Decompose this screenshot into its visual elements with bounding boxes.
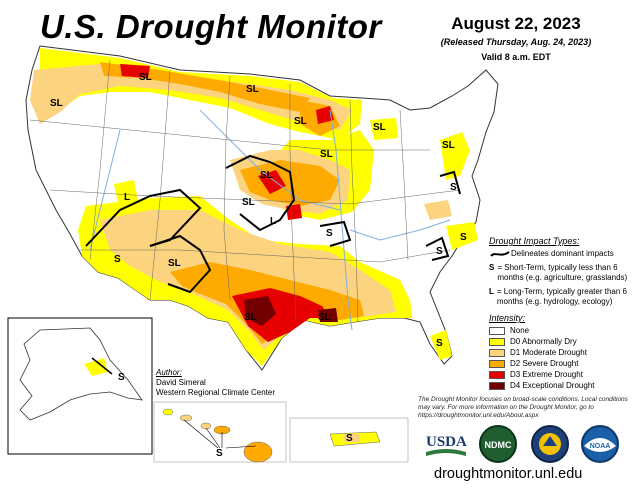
impact-short-term-row: S = Short-Term, typically less than 6 mo… [489,263,639,283]
label-sl-nm: SL [168,258,181,269]
legend-row-d2: D2 Severe Drought [489,358,639,369]
label-s-mo: S [326,228,333,239]
rivers [89,109,451,331]
impact-long-term-row: L = Long-Term, typically greater than 6 … [489,287,639,307]
label-s-puerto-rico: S [346,433,353,444]
noaa-logo: NOAA [581,425,619,463]
intensity-legend: Intensity: None D0 Abnormally Dry D1 Mod… [489,313,639,391]
state-lines [29,59,461,323]
author-block: Author: David Simeral Western Regional C… [156,368,275,398]
label-sl-ks: SL [242,197,255,208]
hawaii-islands [162,408,273,463]
label-s-nc: S [436,246,443,257]
svg-text:USDA: USDA [426,434,467,450]
alaska-impact-line [91,357,113,375]
legend-row-d1: D1 Moderate Drought [489,347,639,358]
impact-long-term-text: = Long-Term, typically greater than 6 mo… [496,287,627,306]
label-l-ok: L [270,216,276,227]
label-sl-ia: SL [320,149,333,160]
label-s-pa: S [450,182,457,193]
release-note: (Released Thursday, Aug. 24, 2023) [440,37,592,47]
label-s-hawaii: S [216,448,223,459]
legend-row-none: None [489,325,639,336]
puerto-rico-d1 [344,434,360,442]
disclaimer-text: The Drought Monitor focuses on broad-sca… [418,396,628,419]
date-block: August 22, 2023 (Released Thursday, Aug.… [418,14,614,62]
label-s-alaska: S [118,372,125,383]
svg-text:NOAA: NOAA [590,443,611,450]
author-org: Western Regional Climate Center [156,388,276,397]
commerce-seal-logo [531,425,569,463]
label-sl-mi: SL [373,122,386,133]
map-title: U.S. Drought Monitor [40,8,382,45]
label-l-nv: L [124,192,130,203]
label-s-fl: S [436,338,443,349]
impact-lines [85,154,461,294]
legend-swatch-d0 [489,337,505,346]
impact-long-term-key: L [489,287,494,296]
impact-line-row: Delineates dominant impacts [489,249,639,259]
legend-label-d4: D4 Exceptional Drought [510,381,595,390]
impact-line-icon [490,251,510,257]
label-sl-ny: SL [442,140,455,151]
label-sl-mn: SL [294,116,307,127]
svg-text:NDMC: NDMC [485,440,512,450]
impact-legend-heading: Drought Impact Types: [489,236,580,246]
label-sl-tx: SL [244,312,257,323]
legend-row-d0: D0 Abnormally Dry [489,336,639,347]
legend-swatch-none [489,326,505,335]
d4-areas [244,296,338,326]
label-s-az: S [114,254,121,265]
alaska-shape [19,327,143,421]
legend-row-d3: D3 Extreme Drought [489,369,639,380]
legend-swatch-d2 [489,359,505,368]
legend-swatch-d1 [489,348,505,357]
label-sl-nd: SL [246,84,259,95]
author-name: David Simeral [156,378,206,387]
label-sl-or: SL [50,98,63,109]
legend-label-none: None [510,326,530,335]
author-heading: Author: [156,368,182,377]
ndmc-logo: NDMC [479,425,517,463]
impact-line-label: Delineates dominant impacts [511,249,614,258]
website-url[interactable]: droughtmonitor.unl.edu [434,466,583,482]
legend-swatch-d3 [489,370,505,379]
legend-swatch-d4 [489,381,505,390]
impact-short-term-text: = Short-Term, typically less than 6 mont… [497,263,628,282]
legend-label-d0: D0 Abnormally Dry [510,337,577,346]
alaska-d0 [84,358,108,376]
legend-label-d1: D1 Moderate Drought [510,348,587,357]
impact-short-term-key: S [489,263,495,272]
label-s-va: S [460,232,467,243]
label-sl-la: SL [318,312,331,323]
legend-label-d3: D3 Extreme Drought [510,370,583,379]
usda-logo: USDA [426,434,467,456]
valid-time: Valid 8 a.m. EDT [481,52,551,62]
impact-legend: Drought Impact Types: Delineates dominan… [489,236,639,311]
hawaii-leader-lines [183,419,257,449]
map-date: August 22, 2023 [451,14,581,33]
legend-row-d4: D4 Exceptional Drought [489,380,639,391]
label-sl-ne: SL [260,170,273,181]
intensity-legend-heading: Intensity: [489,313,526,323]
legend-label-d2: D2 Severe Drought [510,359,579,368]
label-sl-northwest-mt: SL [139,72,152,83]
